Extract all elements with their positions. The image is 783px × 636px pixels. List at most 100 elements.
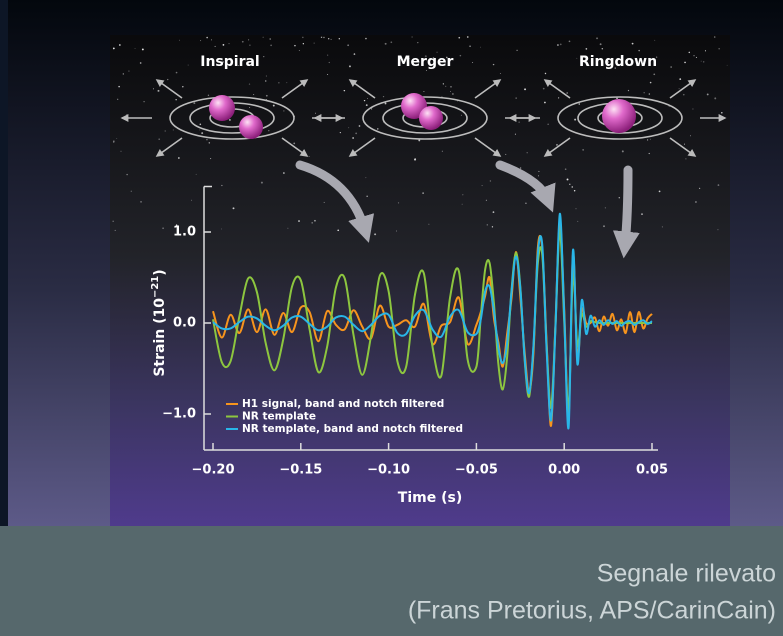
star [450, 86, 452, 88]
star [579, 103, 580, 104]
star [567, 179, 569, 181]
legend-label: NR template [242, 411, 316, 423]
star [582, 149, 583, 150]
star [596, 37, 598, 39]
star [249, 83, 250, 84]
star [560, 43, 562, 45]
star [323, 37, 324, 38]
star [314, 220, 316, 222]
x-tick-label: −0.15 [279, 463, 322, 478]
star [500, 73, 501, 74]
star [520, 167, 521, 168]
star [460, 55, 462, 57]
star [545, 73, 546, 74]
star [135, 48, 136, 49]
star [505, 154, 506, 155]
star [321, 37, 322, 38]
star [121, 151, 122, 152]
star [327, 74, 328, 75]
star [354, 53, 356, 55]
star [302, 37, 304, 39]
star [117, 99, 118, 100]
star [686, 158, 687, 159]
star [576, 208, 577, 209]
star [383, 96, 384, 97]
star [679, 88, 680, 89]
star [569, 40, 571, 42]
stage-label: Merger [397, 54, 454, 70]
star [679, 78, 681, 80]
star [638, 50, 639, 51]
star [577, 221, 578, 222]
star [705, 50, 706, 51]
star [196, 174, 197, 175]
stage-label: Inspiral [200, 54, 259, 70]
star [653, 73, 655, 75]
star [480, 47, 481, 48]
star [253, 94, 254, 95]
star [703, 61, 704, 62]
star [367, 98, 368, 99]
star [414, 159, 416, 161]
star [273, 105, 275, 107]
star [221, 228, 222, 229]
star [557, 44, 559, 46]
star [126, 174, 127, 175]
star [162, 227, 164, 229]
star [390, 41, 392, 43]
star [452, 93, 454, 95]
star [371, 109, 372, 110]
x-axis-label: Time (s) [398, 490, 462, 506]
star [569, 184, 570, 185]
star [215, 46, 216, 47]
star [628, 90, 629, 91]
star [574, 190, 575, 191]
star [337, 229, 339, 231]
star [123, 73, 124, 74]
star [696, 57, 697, 58]
star [113, 221, 114, 222]
legend-label: NR template, band and notch filtered [242, 423, 463, 435]
star [210, 158, 211, 159]
star [649, 153, 650, 154]
star [365, 177, 366, 178]
star [458, 37, 460, 39]
star [142, 48, 144, 50]
star [683, 94, 685, 96]
star [695, 201, 696, 202]
star [616, 98, 617, 99]
star [644, 92, 645, 93]
star [547, 124, 549, 126]
star [654, 40, 655, 41]
star [641, 213, 643, 215]
star [158, 139, 159, 140]
slide: Inspiral Merger Ringdown 1.00.0−1.0−0.20… [0, 0, 783, 636]
star [278, 82, 280, 84]
star [707, 93, 709, 95]
star [311, 222, 312, 223]
star [366, 196, 367, 197]
star [374, 233, 376, 235]
star [126, 114, 127, 115]
star [586, 48, 588, 50]
star [173, 130, 174, 131]
star [178, 157, 180, 159]
star [487, 224, 488, 225]
star [398, 202, 399, 203]
star [182, 86, 183, 87]
star [229, 119, 231, 121]
star [248, 39, 249, 40]
star [662, 226, 663, 227]
star [209, 142, 210, 143]
star [228, 43, 229, 44]
star [518, 121, 519, 122]
star [450, 91, 451, 92]
star [355, 132, 357, 134]
y-tick-label: 1.0 [173, 225, 196, 240]
star [605, 207, 606, 208]
star [396, 231, 397, 232]
star [442, 151, 443, 152]
star [486, 200, 487, 201]
star [188, 65, 189, 66]
star [467, 36, 469, 38]
